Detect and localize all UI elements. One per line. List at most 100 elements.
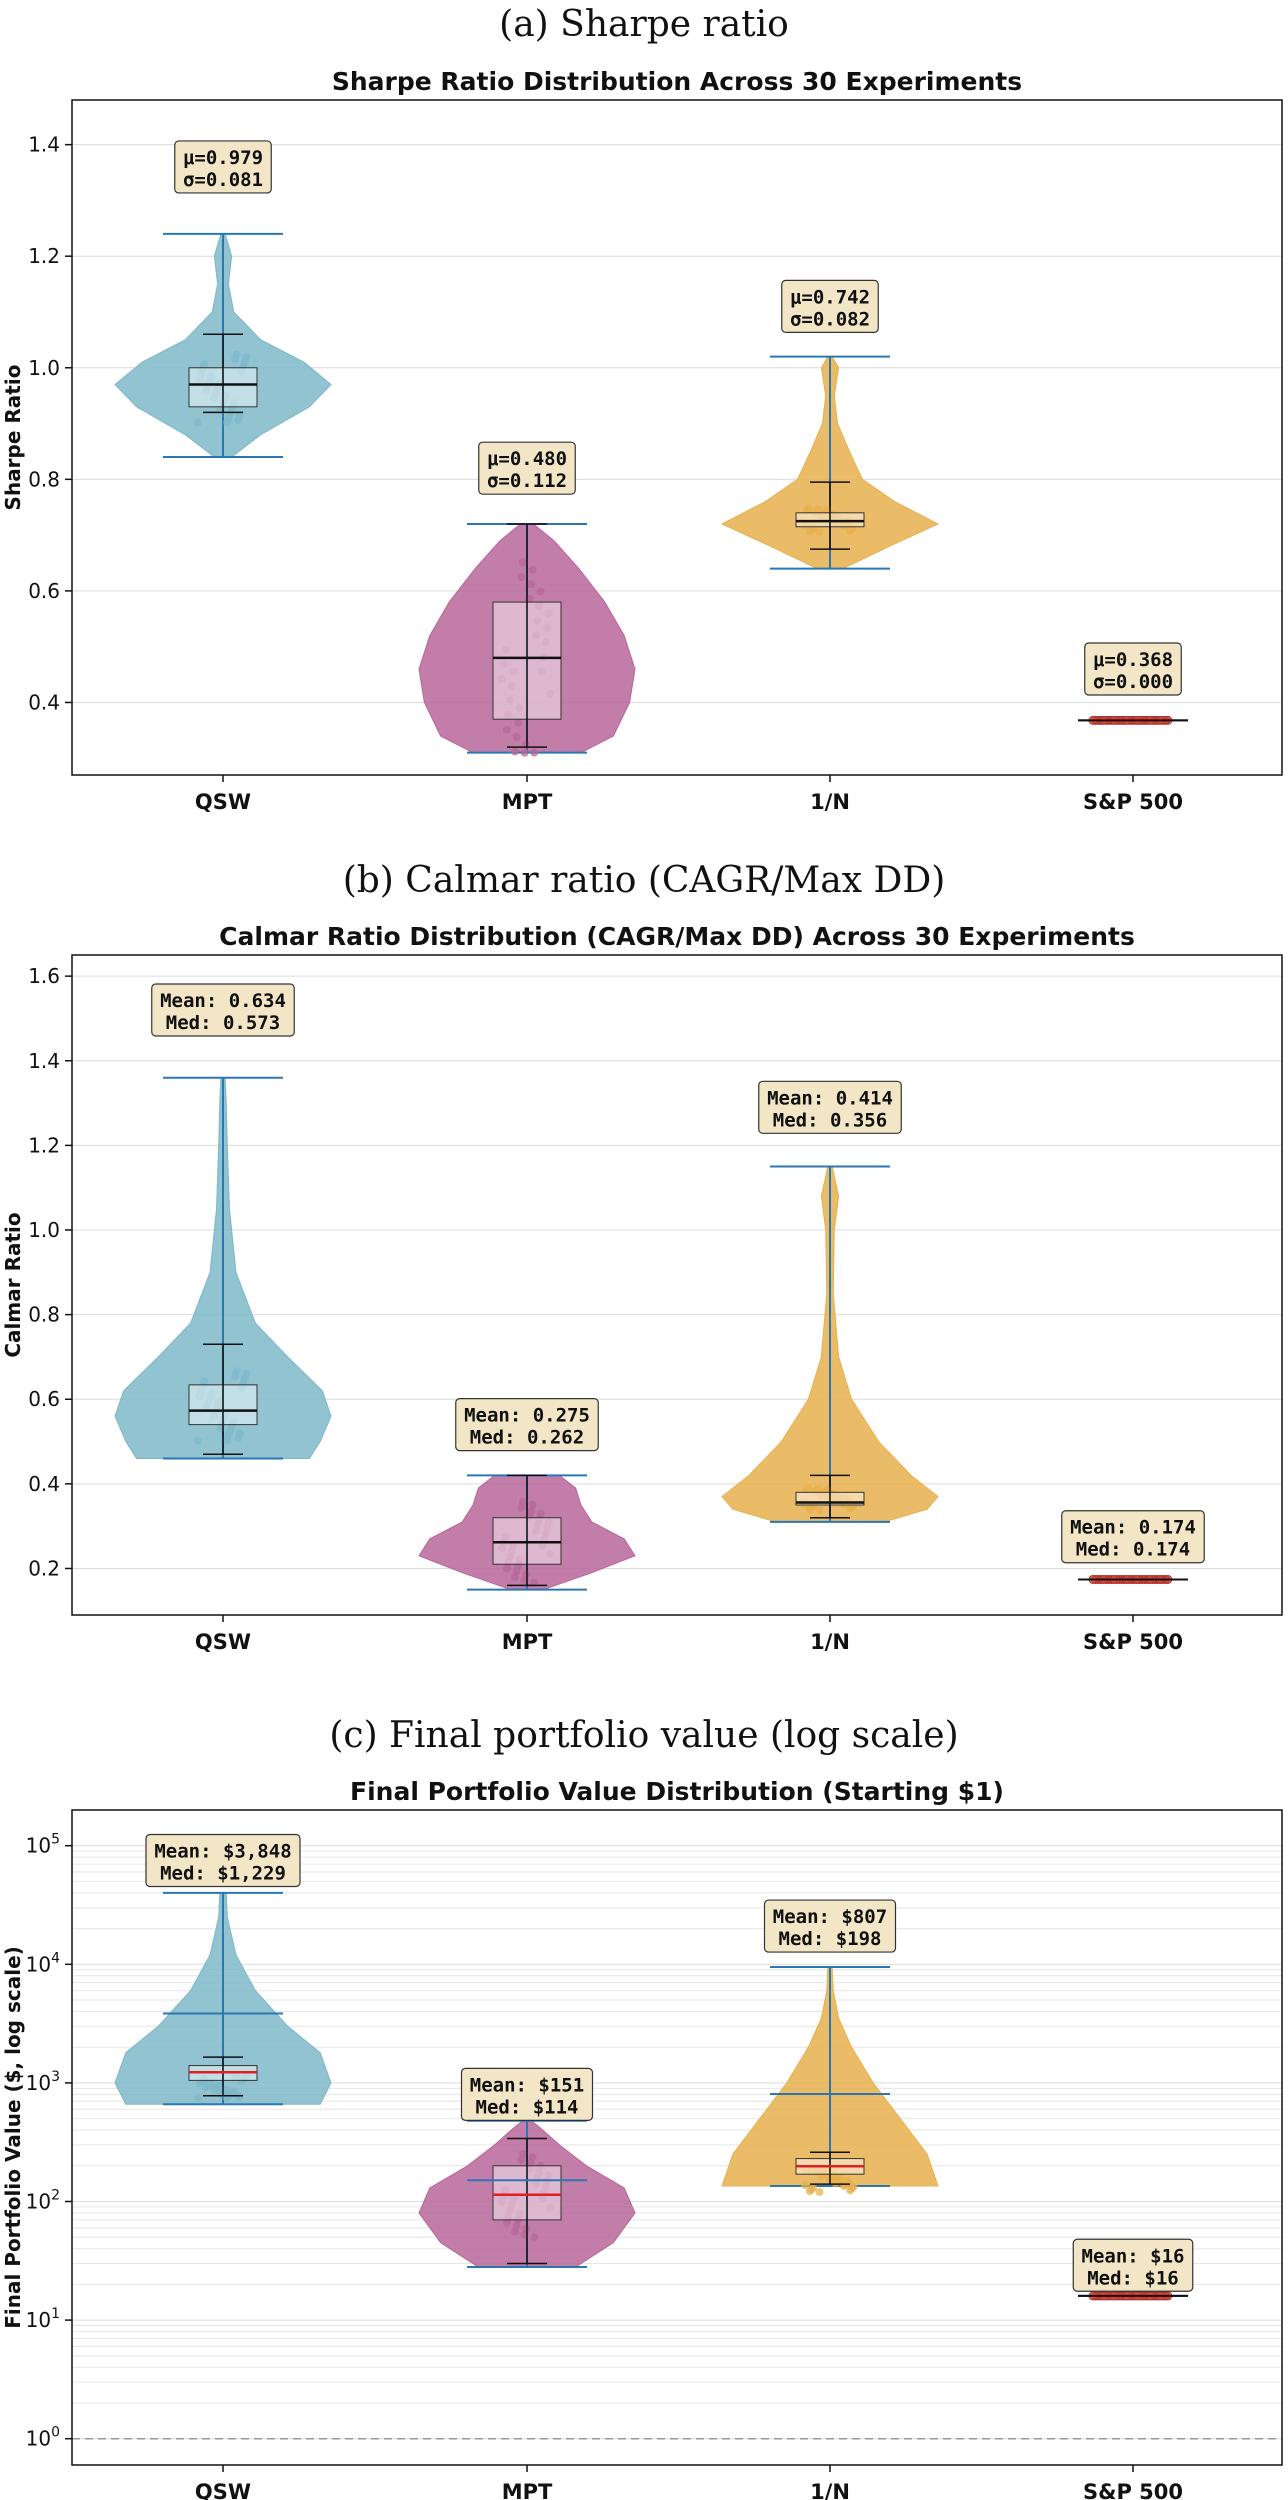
data-point — [517, 1503, 526, 1512]
stats-annotation-box — [151, 983, 295, 1037]
data-point — [514, 718, 523, 727]
y-tick-label: 0.6 — [28, 1387, 60, 1411]
data-point — [546, 1549, 555, 1558]
data-point — [234, 416, 243, 425]
data-point — [501, 645, 510, 654]
stats-annotation-line2: Med: $16 — [1087, 2267, 1179, 2289]
stats-annotation-line2: Med: $198 — [779, 1928, 882, 1950]
data-point — [498, 2197, 506, 2206]
stats-annotation-line1: Mean: $807 — [773, 1906, 887, 1928]
data-point — [231, 355, 240, 364]
y-tick-label: 101 — [26, 2306, 60, 2332]
data-point — [510, 1573, 519, 1582]
data-point — [498, 1544, 506, 1553]
x-tick-label: QSW — [195, 790, 251, 814]
x-tick-label: 1/N — [810, 2480, 850, 2500]
x-tick-label: S&P 500 — [1083, 2480, 1183, 2500]
data-point — [536, 587, 545, 596]
stats-annotation-line1: Mean: 0.275 — [464, 1405, 590, 1427]
stats-annotation-box — [1061, 1510, 1205, 1564]
stats-annotation-line1: Mean: 0.634 — [160, 990, 286, 1012]
data-point — [538, 2194, 547, 2203]
stats-annotation-line1: μ=0.742 — [790, 286, 870, 308]
data-point — [522, 740, 531, 749]
data-point — [509, 667, 518, 676]
data-point — [202, 2083, 211, 2092]
data-point — [801, 2181, 809, 2190]
x-tick-label: 1/N — [810, 790, 850, 814]
stats-annotation-line2: σ=0.000 — [1093, 671, 1173, 693]
stats-annotation-line1: Mean: 0.174 — [1070, 1517, 1196, 1539]
data-point — [541, 638, 550, 647]
stats-annotation-line1: Mean: $3,848 — [154, 1841, 291, 1863]
x-tick-label: S&P 500 — [1083, 1630, 1183, 1654]
data-point — [815, 1506, 824, 1515]
stats-annotation-line2: σ=0.112 — [487, 470, 567, 492]
data-point — [846, 2186, 855, 2195]
stats-annotation-box — [1084, 642, 1182, 696]
data-point — [517, 2156, 526, 2165]
y-axis-label: Sharpe Ratio — [1, 365, 25, 511]
stats-annotation-line2: Med: 0.174 — [1076, 1539, 1190, 1561]
data-point — [512, 732, 521, 741]
data-point — [546, 2203, 555, 2212]
data-point — [520, 748, 529, 757]
data-point — [507, 682, 516, 691]
data-point — [499, 660, 508, 669]
data-point — [531, 1526, 540, 1535]
data-point — [510, 2227, 519, 2236]
stats-annotation-box — [455, 1398, 599, 1452]
data-point — [531, 2179, 540, 2188]
y-tick-label: 1.6 — [28, 964, 60, 988]
chart-title: Calmar Ratio Distribution (CAGR/Max DD) … — [219, 922, 1135, 951]
data-point — [802, 505, 811, 514]
data-point — [825, 1494, 834, 1503]
x-tick-label: 1/N — [810, 1630, 850, 1654]
panel-caption: (a) Sharpe ratio — [499, 4, 789, 45]
y-tick-label: 105 — [26, 1832, 60, 1858]
x-tick-label: QSW — [195, 1630, 251, 1654]
data-point — [194, 418, 202, 427]
plot-frame — [71, 954, 1283, 1616]
y-axis-label: Final Portfolio Value ($, log scale) — [1, 1946, 25, 2329]
stats-annotation-line2: Med: 0.262 — [470, 1427, 584, 1449]
data-point — [210, 1411, 219, 1420]
stats-annotation-box — [1072, 2238, 1194, 2292]
data-point — [194, 2094, 202, 2103]
data-point — [231, 2072, 240, 2081]
stats-annotation-line1: Mean: 0.414 — [767, 1087, 893, 1109]
stats-annotation-line2: σ=0.082 — [790, 308, 870, 330]
y-tick-label: 0.2 — [28, 1556, 60, 1580]
stats-annotation-line2: Med: 0.573 — [166, 1012, 280, 1034]
y-tick-label: 1.4 — [28, 1049, 60, 1073]
y-tick-label: 0.6 — [28, 579, 60, 603]
chart-title: Final Portfolio Value Distribution (Star… — [350, 1777, 1004, 1806]
series-S&P 500: μ=0.368σ=0.000 — [1078, 642, 1188, 725]
data-point — [831, 2179, 840, 2188]
data-point — [815, 2187, 824, 2196]
chart-panel-3: (c) Final portfolio value (log scale) Fin… — [1, 1715, 1283, 2500]
y-tick-label: 1.0 — [28, 356, 60, 380]
stats-annotation-box — [763, 1899, 897, 1953]
data-point — [195, 2079, 204, 2088]
data-point — [202, 386, 211, 395]
data-point — [527, 580, 536, 589]
x-tick-label: MPT — [502, 2480, 553, 2500]
data-point — [223, 1436, 232, 1445]
data-point — [815, 528, 824, 537]
data-point — [546, 689, 555, 698]
stats-annotation-line1: μ=0.480 — [487, 448, 567, 470]
data-point — [802, 2165, 811, 2174]
data-point — [543, 623, 552, 632]
x-tick-label: QSW — [195, 2480, 251, 2500]
stats-annotation-box — [781, 279, 879, 334]
y-tick-label: 100 — [26, 2425, 60, 2451]
data-point — [538, 667, 547, 676]
stats-annotation-line1: μ=0.979 — [183, 147, 263, 169]
data-point — [544, 609, 553, 618]
data-point — [846, 526, 855, 535]
y-axis-label: Calmar Ratio — [1, 1212, 25, 1357]
